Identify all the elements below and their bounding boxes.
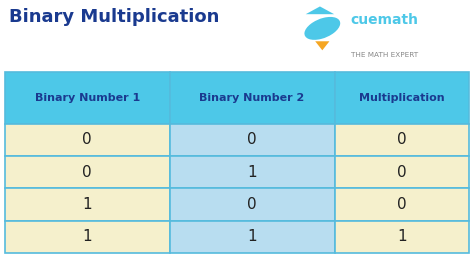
Text: 0: 0 xyxy=(247,197,257,212)
Bar xyxy=(335,72,469,124)
Text: 0: 0 xyxy=(247,132,257,148)
Text: 0: 0 xyxy=(82,165,92,180)
Text: 1: 1 xyxy=(247,229,257,244)
Bar xyxy=(335,188,469,221)
Bar xyxy=(5,124,170,156)
Text: 0: 0 xyxy=(397,132,407,148)
Text: 0: 0 xyxy=(82,132,92,148)
Text: 0: 0 xyxy=(397,197,407,212)
Bar xyxy=(170,156,335,188)
Text: Binary Multiplication: Binary Multiplication xyxy=(9,8,220,26)
Bar xyxy=(170,221,335,253)
Text: Binary Number 2: Binary Number 2 xyxy=(200,93,305,103)
Ellipse shape xyxy=(304,17,340,40)
Text: cuemath: cuemath xyxy=(351,13,419,27)
Text: 1: 1 xyxy=(82,229,92,244)
Bar xyxy=(5,188,170,221)
Polygon shape xyxy=(306,6,334,14)
Text: Binary Number 1: Binary Number 1 xyxy=(35,93,140,103)
Text: 1: 1 xyxy=(82,197,92,212)
Bar xyxy=(170,72,335,124)
Text: THE MATH EXPERT: THE MATH EXPERT xyxy=(351,52,418,58)
Bar xyxy=(5,156,170,188)
Bar xyxy=(335,156,469,188)
Bar xyxy=(335,221,469,253)
Text: Multiplication: Multiplication xyxy=(359,93,445,103)
Bar xyxy=(5,72,170,124)
Bar xyxy=(170,124,335,156)
Polygon shape xyxy=(315,41,329,50)
Bar xyxy=(335,124,469,156)
Bar xyxy=(170,188,335,221)
Text: 1: 1 xyxy=(397,229,407,244)
Text: 1: 1 xyxy=(247,165,257,180)
Bar xyxy=(5,221,170,253)
Text: 0: 0 xyxy=(397,165,407,180)
